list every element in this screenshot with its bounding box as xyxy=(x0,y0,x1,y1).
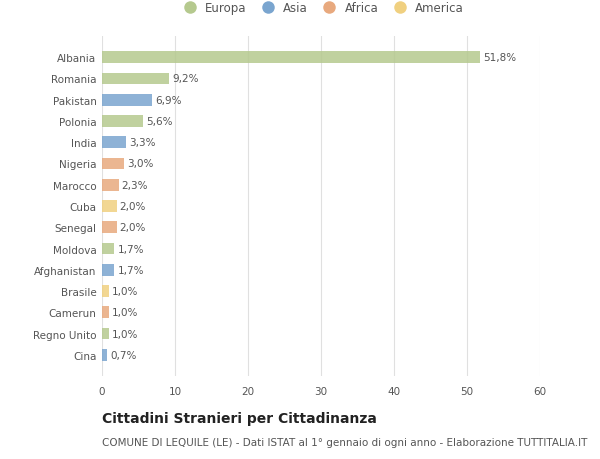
Text: 51,8%: 51,8% xyxy=(483,53,516,63)
Text: 0,7%: 0,7% xyxy=(110,350,136,360)
Bar xyxy=(102,243,115,255)
Text: 6,9%: 6,9% xyxy=(155,95,182,106)
Bar xyxy=(102,95,152,106)
Text: 2,0%: 2,0% xyxy=(119,202,146,212)
Legend: Europa, Asia, Africa, America: Europa, Asia, Africa, America xyxy=(178,2,464,15)
Bar xyxy=(102,349,107,361)
Bar xyxy=(102,307,109,319)
Text: 1,0%: 1,0% xyxy=(112,329,139,339)
Text: 1,7%: 1,7% xyxy=(118,244,144,254)
Text: 1,0%: 1,0% xyxy=(112,308,139,318)
Bar xyxy=(102,52,480,64)
Text: 9,2%: 9,2% xyxy=(172,74,199,84)
Bar xyxy=(102,201,116,213)
Text: 1,0%: 1,0% xyxy=(112,286,139,297)
Bar xyxy=(102,73,169,85)
Text: 1,7%: 1,7% xyxy=(118,265,144,275)
Text: 2,3%: 2,3% xyxy=(122,180,148,190)
Bar xyxy=(102,137,126,149)
Text: 3,3%: 3,3% xyxy=(129,138,155,148)
Bar xyxy=(102,116,143,128)
Bar xyxy=(102,179,119,191)
Bar xyxy=(102,222,116,234)
Bar xyxy=(102,285,109,297)
Text: COMUNE DI LEQUILE (LE) - Dati ISTAT al 1° gennaio di ogni anno - Elaborazione TU: COMUNE DI LEQUILE (LE) - Dati ISTAT al 1… xyxy=(102,437,587,447)
Text: 5,6%: 5,6% xyxy=(146,117,172,127)
Bar xyxy=(102,328,109,340)
Bar xyxy=(102,158,124,170)
Bar xyxy=(102,264,115,276)
Text: 2,0%: 2,0% xyxy=(119,223,146,233)
Text: 3,0%: 3,0% xyxy=(127,159,153,169)
Text: Cittadini Stranieri per Cittadinanza: Cittadini Stranieri per Cittadinanza xyxy=(102,411,377,425)
